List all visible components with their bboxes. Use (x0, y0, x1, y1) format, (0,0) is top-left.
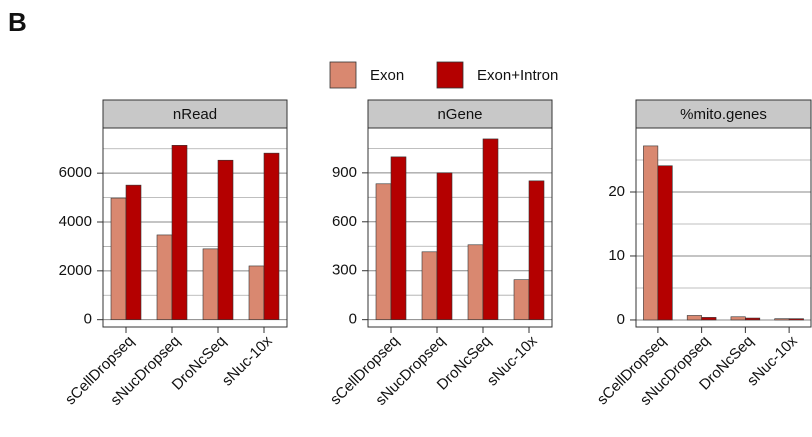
bar (171, 145, 188, 320)
x-tick-label: sNuc-10x (484, 332, 541, 389)
strip (635, 99, 812, 129)
bar (202, 248, 219, 320)
bar (467, 244, 484, 320)
y-tick-label: 10 (608, 247, 625, 264)
y-tick-label: 2000 (59, 262, 92, 279)
bar (643, 145, 659, 321)
panel-title: %mito.genes (680, 106, 767, 123)
plot-border (102, 127, 288, 328)
bar (436, 172, 453, 320)
bar (125, 184, 142, 320)
bar (156, 234, 173, 320)
x-tick-label: sNuc-10x (219, 332, 276, 389)
y-tick-label: 0 (84, 311, 92, 328)
bar (701, 317, 717, 321)
panel-title: nRead (173, 106, 217, 123)
plot-border (367, 127, 553, 328)
y-tick-label: 20 (608, 183, 625, 200)
bar (513, 279, 530, 320)
bar (788, 318, 804, 321)
bar (248, 265, 265, 320)
legend-swatch (329, 61, 357, 89)
legend-swatch (436, 61, 464, 89)
bar (390, 156, 407, 320)
bar (421, 251, 438, 320)
bar (217, 159, 234, 320)
bar (528, 180, 545, 320)
legend-label: Exon (370, 67, 404, 84)
panel-title: nGene (437, 106, 482, 123)
bar (730, 316, 746, 321)
y-tick-label: 0 (349, 311, 357, 328)
legend-label: Exon+Intron (477, 67, 558, 84)
bar (482, 138, 499, 320)
bar (774, 318, 790, 321)
y-tick-label: 6000 (59, 164, 92, 181)
bar (657, 165, 673, 321)
strip (102, 99, 288, 129)
plot-border (635, 127, 812, 328)
bar (745, 317, 761, 321)
bar (110, 197, 127, 320)
y-tick-label: 600 (332, 213, 357, 230)
panel-label: B (8, 7, 27, 37)
y-tick-label: 0 (617, 311, 625, 328)
bar (263, 152, 280, 320)
y-tick-label: 4000 (59, 213, 92, 230)
bar (375, 183, 392, 320)
y-tick-label: 900 (332, 164, 357, 181)
y-tick-label: 300 (332, 262, 357, 279)
bar (686, 315, 702, 321)
